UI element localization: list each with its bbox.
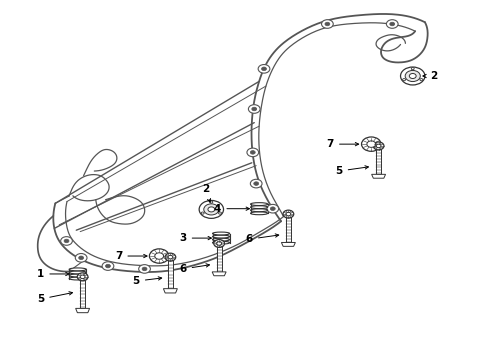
Circle shape xyxy=(389,22,394,26)
Bar xyxy=(80,277,85,309)
Circle shape xyxy=(75,253,87,262)
Polygon shape xyxy=(371,174,385,178)
Circle shape xyxy=(375,144,380,148)
Circle shape xyxy=(61,237,72,245)
Circle shape xyxy=(250,150,255,154)
Circle shape xyxy=(408,73,415,78)
Circle shape xyxy=(209,201,212,203)
Circle shape xyxy=(77,273,88,281)
Ellipse shape xyxy=(212,238,229,241)
Text: 2: 2 xyxy=(202,184,210,202)
Circle shape xyxy=(216,242,221,245)
Circle shape xyxy=(167,255,172,259)
Circle shape xyxy=(164,253,175,261)
Bar xyxy=(375,146,380,174)
Circle shape xyxy=(261,67,266,71)
Circle shape xyxy=(325,22,329,26)
Ellipse shape xyxy=(69,271,86,274)
Circle shape xyxy=(250,179,262,188)
Circle shape xyxy=(142,267,147,271)
Ellipse shape xyxy=(212,235,229,238)
Text: 6: 6 xyxy=(179,264,209,274)
Circle shape xyxy=(366,141,375,147)
Circle shape xyxy=(258,64,269,73)
Text: 5: 5 xyxy=(132,276,162,286)
Ellipse shape xyxy=(250,206,267,208)
Circle shape xyxy=(251,107,256,111)
Text: 4: 4 xyxy=(214,204,249,214)
Circle shape xyxy=(266,204,278,213)
Ellipse shape xyxy=(250,203,267,206)
Circle shape xyxy=(139,265,150,273)
Circle shape xyxy=(372,142,383,150)
Text: 7: 7 xyxy=(326,139,358,149)
Ellipse shape xyxy=(212,232,229,235)
Ellipse shape xyxy=(69,277,86,280)
Circle shape xyxy=(203,204,219,215)
Circle shape xyxy=(105,264,110,268)
Circle shape xyxy=(155,253,163,259)
Text: 2: 2 xyxy=(422,71,436,81)
Polygon shape xyxy=(163,289,177,293)
Circle shape xyxy=(248,105,260,113)
Circle shape xyxy=(79,256,83,260)
Polygon shape xyxy=(76,309,89,313)
Bar xyxy=(285,214,290,243)
Text: 6: 6 xyxy=(245,234,278,244)
Circle shape xyxy=(400,67,424,85)
Circle shape xyxy=(410,68,413,70)
Ellipse shape xyxy=(250,209,267,212)
Circle shape xyxy=(283,210,293,218)
Circle shape xyxy=(285,212,290,216)
Circle shape xyxy=(213,239,224,247)
Ellipse shape xyxy=(212,241,229,244)
Text: 5: 5 xyxy=(335,166,367,176)
Bar xyxy=(167,257,172,289)
Polygon shape xyxy=(281,243,295,246)
Circle shape xyxy=(64,239,69,243)
Circle shape xyxy=(201,212,203,214)
Circle shape xyxy=(253,182,258,185)
Circle shape xyxy=(199,201,223,219)
Circle shape xyxy=(361,137,380,151)
Text: 5: 5 xyxy=(37,292,72,304)
Text: 3: 3 xyxy=(179,233,211,243)
Circle shape xyxy=(102,262,114,270)
Circle shape xyxy=(270,207,275,211)
Bar xyxy=(216,243,221,272)
Circle shape xyxy=(149,249,168,263)
Circle shape xyxy=(80,275,85,279)
Polygon shape xyxy=(212,272,225,276)
Circle shape xyxy=(386,20,397,28)
Circle shape xyxy=(218,212,221,214)
Ellipse shape xyxy=(69,268,86,271)
Circle shape xyxy=(402,78,405,81)
Circle shape xyxy=(405,71,419,82)
Circle shape xyxy=(207,207,214,212)
Ellipse shape xyxy=(69,274,86,277)
Ellipse shape xyxy=(250,212,267,215)
Text: 1: 1 xyxy=(37,269,69,279)
Text: 7: 7 xyxy=(115,251,147,261)
Circle shape xyxy=(246,148,258,157)
Circle shape xyxy=(419,78,422,81)
Circle shape xyxy=(321,20,332,28)
